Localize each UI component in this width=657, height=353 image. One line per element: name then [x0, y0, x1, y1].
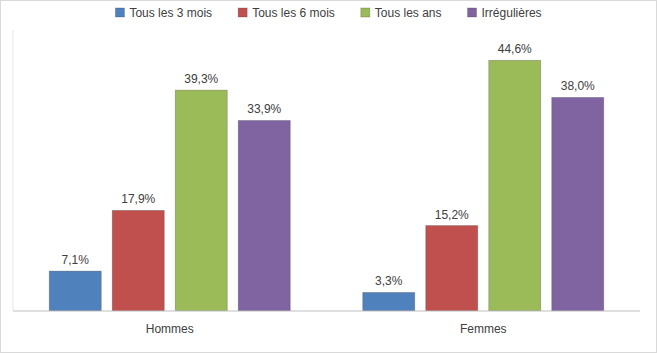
legend-label: Tous les 3 mois: [129, 6, 212, 20]
legend-swatch: [468, 8, 477, 17]
bar: [489, 60, 541, 311]
bar: [49, 271, 101, 311]
data-label: 44,6%: [498, 42, 532, 56]
legend-label: Irrégulières: [482, 6, 542, 20]
data-label: 17,9%: [121, 192, 155, 206]
legend-swatch: [361, 8, 370, 17]
bar: [175, 90, 227, 311]
x-axis-line: [13, 311, 640, 312]
legend-label: Tous les ans: [375, 6, 442, 20]
data-label: 38,0%: [561, 79, 595, 93]
bar: [426, 226, 478, 311]
legend-item: Tous les 6 mois: [238, 6, 335, 20]
bar: [363, 292, 415, 311]
legend-swatch: [115, 8, 124, 17]
data-label: 7,1%: [62, 253, 90, 267]
bar: [112, 210, 164, 311]
data-labels: 7,1% 17,9% 39,3% 33,9% 3,3% 15,2% 44,6% 38,0%: [62, 42, 596, 288]
data-label: 39,3%: [184, 72, 218, 86]
legend-label: Tous les 6 mois: [252, 6, 335, 20]
y-axis-line: [13, 30, 14, 311]
bar: [552, 97, 604, 311]
chart-container: 7,1% 17,9% 39,3% 33,9% 3,3% 15,2% 44,6% 38,0% Ho…: [0, 0, 657, 353]
category-label: Femmes: [460, 322, 507, 336]
category-label: Hommes: [146, 322, 194, 336]
legend-item: Tous les ans: [361, 6, 442, 20]
legend-item: Irrégulières: [468, 6, 542, 20]
bar: [238, 120, 290, 311]
chart-frame: [1, 1, 657, 353]
data-label: 33,9%: [247, 102, 281, 116]
data-label: 3,3%: [375, 274, 403, 288]
legend-item: Tous les 3 mois: [115, 6, 212, 20]
legend-swatch: [238, 8, 247, 17]
bars: [49, 60, 604, 311]
legend: Tous les 3 mois Tous les 6 mois Tous les a…: [115, 6, 541, 20]
data-label: 15,2%: [435, 208, 469, 222]
chart-svg: 7,1% 17,9% 39,3% 33,9% 3,3% 15,2% 44,6% 38,0% Ho…: [0, 0, 657, 353]
